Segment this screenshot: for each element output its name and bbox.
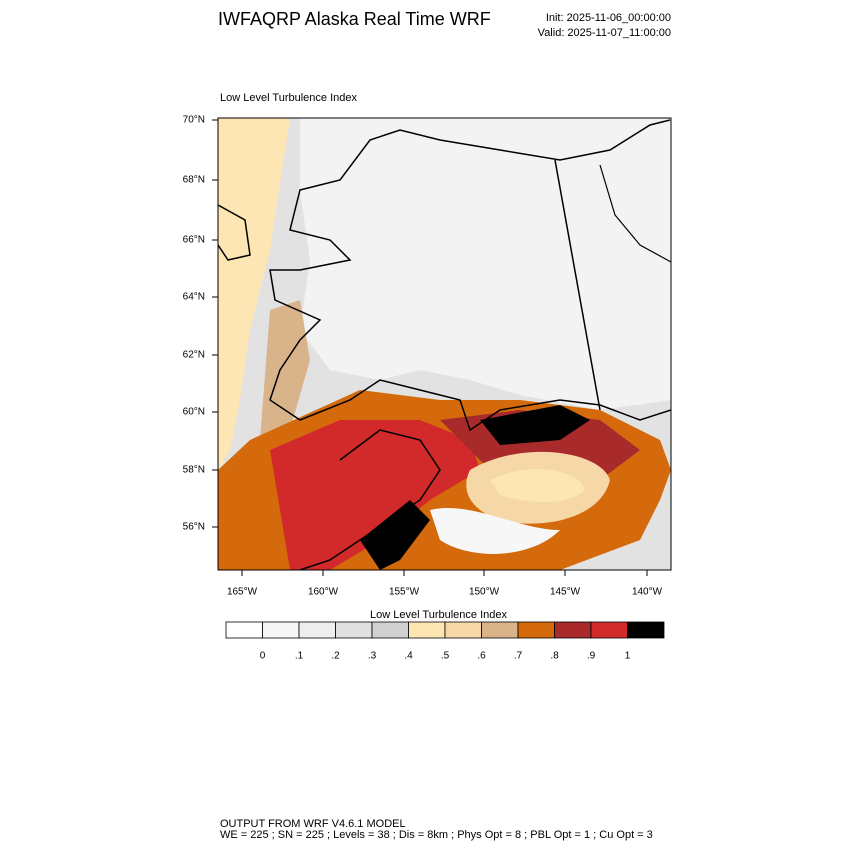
valid-time: Valid: 2025-11-07_11:00:00 [538, 27, 671, 39]
colorbar-title: Low Level Turbulence Index [370, 609, 507, 621]
title: IWFAQRP Alaska Real Time WRF [218, 9, 491, 29]
colorbar-swatch [298, 621, 336, 639]
colorbar-swatch [590, 621, 628, 639]
lon-label: 165°W [227, 587, 258, 598]
colorbar-label: .5 [441, 651, 450, 662]
colorbar-label: 1 [625, 651, 631, 662]
footer-line: OUTPUT FROM WRF V4.6.1 MODEL [220, 818, 406, 830]
colorbar-swatch [517, 621, 555, 639]
colorbar-label: .7 [514, 651, 523, 662]
footer-line: WE = 225 ; SN = 225 ; Levels = 38 ; Dis … [220, 829, 653, 841]
lon-label: 145°W [550, 587, 581, 598]
lat-label: 70°N [183, 115, 205, 126]
colorbar-label: .2 [331, 651, 340, 662]
lat-label: 58°N [183, 465, 205, 476]
lat-label: 66°N [183, 235, 205, 246]
colorbar-swatch [554, 621, 592, 639]
colorbar-label: .9 [587, 651, 596, 662]
colorbar-label: .8 [550, 651, 559, 662]
colorbar-label: .4 [404, 651, 413, 662]
colorbar-swatch [408, 621, 446, 639]
colorbar-label: .6 [477, 651, 486, 662]
lon-label: 150°W [469, 587, 500, 598]
colorbar-swatch [627, 621, 665, 639]
lat-label: 68°N [183, 175, 205, 186]
colorbar-swatch [371, 621, 409, 639]
colorbar-label: .1 [295, 651, 304, 662]
lon-label: 160°W [308, 587, 339, 598]
lat-label: 62°N [183, 350, 205, 361]
init-time: Init: 2025-11-06_00:00:00 [546, 12, 671, 24]
colorbar-label: 0 [260, 651, 266, 662]
map-title: Low Level Turbulence Index [220, 92, 357, 104]
colorbar-swatch [262, 621, 300, 639]
lat-label: 60°N [183, 407, 205, 418]
colorbar-label: .3 [368, 651, 377, 662]
colorbar-swatch [225, 621, 263, 639]
lon-label: 155°W [389, 587, 420, 598]
colorbar-swatch [444, 621, 482, 639]
colorbar-swatch [335, 621, 373, 639]
colorbar-swatch [481, 621, 519, 639]
lon-label: 140°W [632, 587, 663, 598]
lat-label: 64°N [183, 292, 205, 303]
lat-label: 56°N [183, 522, 205, 533]
map [217, 117, 672, 571]
